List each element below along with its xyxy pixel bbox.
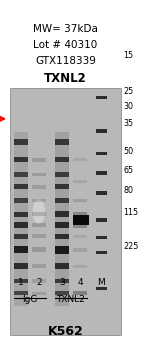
Bar <box>55 184 69 189</box>
Bar <box>14 291 28 295</box>
Text: Lot # 40310: Lot # 40310 <box>33 40 98 50</box>
Text: 30: 30 <box>123 102 133 111</box>
Text: 3: 3 <box>59 278 65 287</box>
Bar <box>32 279 46 283</box>
Bar <box>55 139 69 145</box>
Text: IgG: IgG <box>22 295 38 304</box>
Bar <box>14 279 28 283</box>
Ellipse shape <box>33 199 45 224</box>
Text: 225: 225 <box>123 242 138 251</box>
Bar <box>32 199 46 202</box>
Text: 25: 25 <box>123 87 133 96</box>
Bar <box>73 265 87 268</box>
Text: K562: K562 <box>48 325 83 338</box>
Bar <box>73 212 87 228</box>
Bar <box>32 212 46 216</box>
Bar <box>55 157 69 162</box>
Bar <box>14 234 28 239</box>
Bar <box>73 180 87 183</box>
Text: TXNL2: TXNL2 <box>44 72 87 85</box>
Bar <box>14 172 28 176</box>
Bar <box>55 223 69 228</box>
Bar <box>14 212 28 216</box>
Bar <box>55 263 69 269</box>
Text: 15: 15 <box>123 51 133 60</box>
Text: GTX118339: GTX118339 <box>35 56 96 66</box>
Bar <box>73 235 87 238</box>
Bar <box>55 198 69 203</box>
Bar <box>96 191 107 195</box>
Bar <box>96 287 107 290</box>
Text: 115: 115 <box>123 208 138 217</box>
Bar <box>55 211 69 217</box>
Bar <box>96 129 107 133</box>
Text: M: M <box>97 278 105 287</box>
Text: 2: 2 <box>36 278 42 287</box>
Bar <box>32 223 46 227</box>
Bar <box>96 96 107 99</box>
Text: MW= 37kDa: MW= 37kDa <box>33 24 98 34</box>
Bar <box>32 185 46 189</box>
Bar <box>96 171 107 175</box>
Bar <box>14 263 28 269</box>
Text: 1: 1 <box>18 278 24 287</box>
Text: 65: 65 <box>123 166 133 175</box>
Bar <box>73 199 87 202</box>
Bar <box>96 236 107 239</box>
Text: 4: 4 <box>77 278 83 287</box>
Bar <box>14 184 28 189</box>
Bar <box>32 292 46 295</box>
Bar <box>14 132 28 306</box>
Bar <box>96 251 107 254</box>
Bar <box>14 157 28 162</box>
Bar <box>32 173 46 176</box>
Bar <box>14 198 28 203</box>
Bar <box>73 248 87 252</box>
Bar <box>32 247 46 252</box>
Bar <box>96 218 107 222</box>
Text: 35: 35 <box>123 119 133 128</box>
Bar <box>73 291 87 295</box>
Bar <box>73 158 87 161</box>
Bar <box>73 215 89 225</box>
Bar <box>96 152 107 155</box>
Bar <box>14 139 28 145</box>
Bar <box>14 223 28 228</box>
Bar <box>55 132 69 306</box>
Bar <box>55 291 69 295</box>
Bar <box>55 246 69 254</box>
Text: 80: 80 <box>123 186 133 195</box>
Bar <box>55 279 69 283</box>
Bar <box>32 158 46 162</box>
Bar <box>14 247 28 254</box>
Bar <box>55 172 69 176</box>
Bar <box>10 88 121 335</box>
Bar <box>55 234 69 239</box>
Text: 50: 50 <box>123 147 133 155</box>
Bar <box>32 235 46 238</box>
Text: TXNL2: TXNL2 <box>56 295 85 304</box>
Bar <box>32 264 46 268</box>
